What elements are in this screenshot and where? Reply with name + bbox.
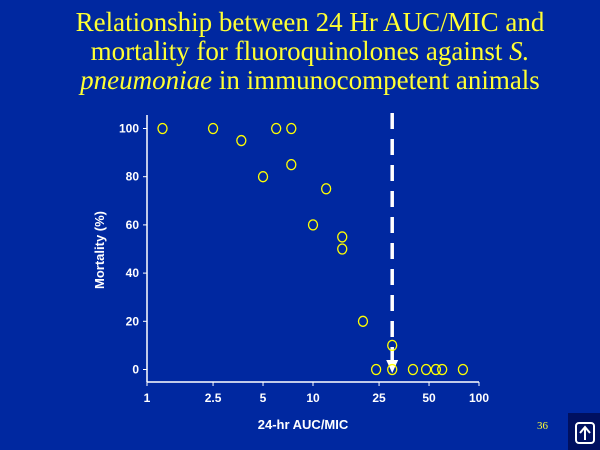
title-line-1: Relationship between 24 Hr AUC/MIC and xyxy=(75,7,545,37)
y-tick-label: 80 xyxy=(126,170,140,184)
data-point xyxy=(407,363,419,376)
title-text: in immunocompetent animals xyxy=(212,65,540,95)
title-text: mortality for fluoroquinolones against xyxy=(90,36,510,66)
y-tick-label: 100 xyxy=(119,122,139,136)
x-tick-label: 100 xyxy=(469,391,489,405)
data-point xyxy=(337,231,348,243)
data-point xyxy=(457,363,469,376)
x-axis-label: 24-hr AUC/MIC xyxy=(258,417,349,432)
upload-arrow-icon xyxy=(575,422,595,444)
data-point xyxy=(387,339,398,352)
logo xyxy=(568,413,600,450)
data-point xyxy=(257,171,269,183)
data-point xyxy=(320,183,332,195)
x-tick-label: 1 xyxy=(144,391,151,405)
data-point xyxy=(420,363,432,376)
threshold-arrow-icon xyxy=(386,360,399,373)
y-tick-label: 20 xyxy=(126,314,140,328)
data-point xyxy=(437,363,448,376)
y-tick-label: 40 xyxy=(126,266,140,280)
title-line-2: mortality for fluoroquinolones against S… xyxy=(40,37,580,66)
x-tick-label: 50 xyxy=(422,391,436,405)
data-point xyxy=(157,122,168,135)
data-point xyxy=(337,243,348,255)
data-point xyxy=(271,122,282,135)
title-italic: S. xyxy=(509,36,530,66)
data-point xyxy=(207,122,219,135)
y-tick-label: 0 xyxy=(132,363,139,377)
slide-title: Relationship between 24 Hr AUC/MIC and m… xyxy=(40,8,580,95)
data-point xyxy=(387,363,398,376)
data-point xyxy=(236,134,247,147)
data-point xyxy=(430,363,442,376)
x-tick-label: 5 xyxy=(260,391,267,405)
y-tick-label: 60 xyxy=(126,218,140,232)
x-tick-label: 2.5 xyxy=(205,391,222,405)
title-italic: pneumoniae xyxy=(80,65,213,95)
data-point xyxy=(370,363,382,376)
page-number: 36 xyxy=(537,420,548,432)
data-point xyxy=(286,158,297,171)
x-tick-label: 25 xyxy=(372,391,386,405)
data-point xyxy=(286,122,297,135)
data-point xyxy=(357,315,369,327)
y-axis-label: Mortality (%) xyxy=(92,211,107,289)
data-point xyxy=(307,219,319,231)
x-tick-label: 10 xyxy=(306,391,320,405)
title-line-3: pneumoniae in immunocompetent animals xyxy=(40,66,580,95)
